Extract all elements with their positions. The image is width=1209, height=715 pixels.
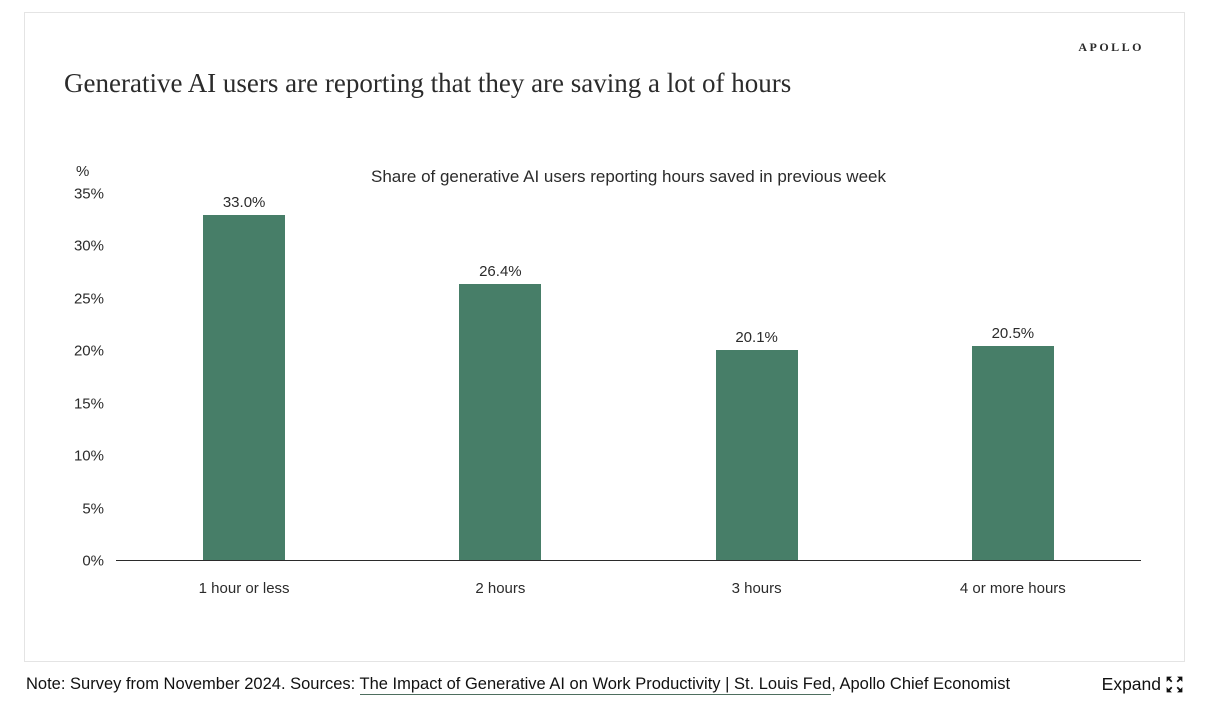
y-axis-unit-label: % bbox=[76, 163, 90, 180]
chart-subtitle: Share of generative AI users reporting h… bbox=[370, 167, 886, 186]
expand-button-label: Expand bbox=[1101, 674, 1161, 694]
bar bbox=[203, 215, 286, 560]
x-axis-label: 3 hours bbox=[731, 580, 782, 597]
y-axis-tick-label: 0% bbox=[82, 552, 104, 570]
bar-column: 26.4% bbox=[372, 194, 628, 560]
chart-card: APOLLO Generative AI users are reporting… bbox=[24, 12, 1185, 662]
bar-value-label: 33.0% bbox=[222, 194, 266, 211]
y-axis-tick-label: 25% bbox=[73, 290, 104, 308]
bar-column: 33.0% bbox=[116, 194, 372, 560]
bar-value-label: 20.5% bbox=[991, 324, 1035, 342]
expand-button[interactable]: Expand bbox=[1102, 674, 1185, 695]
bar-column: 20.5% bbox=[885, 194, 1141, 560]
note-prefix: Note: Survey from November 2024. Sources… bbox=[26, 675, 360, 693]
bar bbox=[971, 345, 1054, 560]
note-suffix: , Apollo Chief Economist bbox=[831, 675, 1011, 693]
y-axis-ticks: 0% 5% 10% 15% 20% 25% 30% 35% bbox=[25, 186, 104, 570]
footer: Note: Survey from November 2024. Sources… bbox=[26, 674, 1185, 695]
y-axis-tick-label: 10% bbox=[73, 447, 104, 465]
x-axis-label: 2 hours bbox=[475, 580, 526, 597]
y-axis-tick-label: 20% bbox=[73, 342, 104, 360]
plot-area: 33.0% 26.4% 20.1% 20.5% bbox=[116, 194, 1141, 561]
x-axis-label: 4 or more hours bbox=[959, 580, 1066, 597]
apollo-logo: APOLLO bbox=[1078, 40, 1144, 54]
bar bbox=[459, 283, 542, 560]
y-axis-tick-label: 15% bbox=[73, 395, 104, 413]
y-axis-tick-label: 30% bbox=[73, 237, 104, 255]
footer-note: Note: Survey from November 2024. Sources… bbox=[26, 675, 1011, 695]
bar-value-label: 26.4% bbox=[479, 262, 522, 280]
source-link[interactable]: The Impact of Generative AI on Work Prod… bbox=[359, 675, 832, 695]
x-axis-label: 1 hour or less bbox=[198, 580, 290, 597]
bar-column: 20.1% bbox=[629, 194, 885, 560]
page-title: Generative AI users are reporting that t… bbox=[64, 68, 792, 98]
x-labels-row: 1 hour or less 2 hours 3 hours 4 or more ho… bbox=[116, 580, 1141, 597]
y-axis-tick-label: 5% bbox=[82, 500, 104, 518]
bar-value-label: 20.1% bbox=[735, 328, 778, 346]
expand-icon[interactable] bbox=[1164, 674, 1185, 695]
bar bbox=[715, 349, 798, 560]
y-axis-tick-label: 35% bbox=[73, 185, 104, 203]
bars-row: 33.0% 26.4% 20.1% 20.5% bbox=[116, 194, 1141, 560]
